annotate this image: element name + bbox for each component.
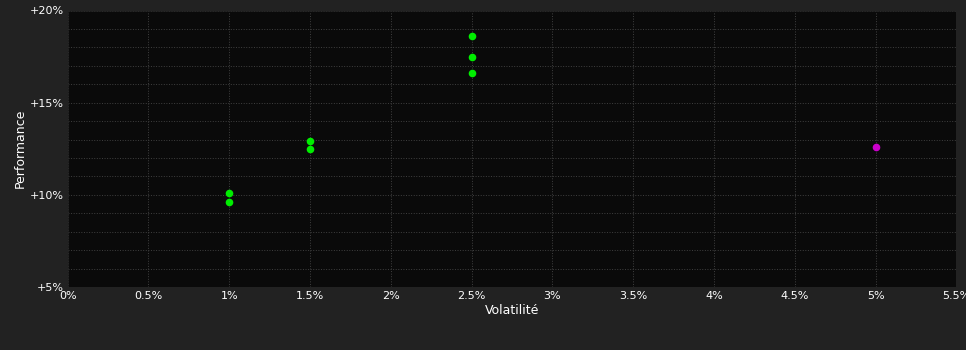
Point [867, 144, 883, 150]
Point [464, 54, 479, 60]
Point [221, 199, 237, 205]
Y-axis label: Performance: Performance [14, 109, 26, 188]
Point [221, 190, 237, 196]
Point [302, 146, 318, 152]
Point [464, 70, 479, 76]
Point [302, 139, 318, 144]
Point [464, 34, 479, 39]
X-axis label: Volatilité: Volatilité [485, 304, 539, 317]
